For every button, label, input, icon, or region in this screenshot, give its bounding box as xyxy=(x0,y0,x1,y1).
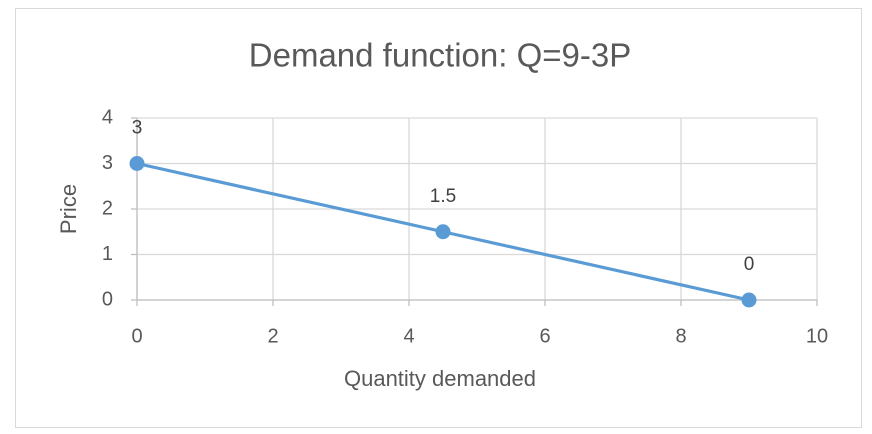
x-tick-label: 10 xyxy=(806,325,828,347)
x-tick-label: 0 xyxy=(131,325,142,347)
marker xyxy=(129,156,145,171)
y-tick-label: 0 xyxy=(102,288,113,310)
chart-border xyxy=(15,8,862,428)
chart-title: Demand function: Q=9-3P xyxy=(249,37,631,74)
y-tick-label: 3 xyxy=(102,152,113,174)
x-tick-label: 4 xyxy=(403,325,414,347)
x-axis-title: Quantity demanded xyxy=(344,366,536,391)
y-tick-label: 1 xyxy=(102,243,113,265)
y-tick-label: 2 xyxy=(102,197,113,219)
marker xyxy=(741,292,757,308)
y-axis-title: Price xyxy=(56,184,81,234)
data-label: 1.5 xyxy=(430,186,456,207)
marker xyxy=(435,224,451,240)
data-label: 3 xyxy=(132,118,143,139)
x-tick-label: 2 xyxy=(267,325,278,347)
y-tick-label: 4 xyxy=(102,106,113,128)
x-tick-label: 8 xyxy=(675,325,686,347)
data-label: 0 xyxy=(744,254,755,275)
x-tick-label: 6 xyxy=(539,325,550,347)
